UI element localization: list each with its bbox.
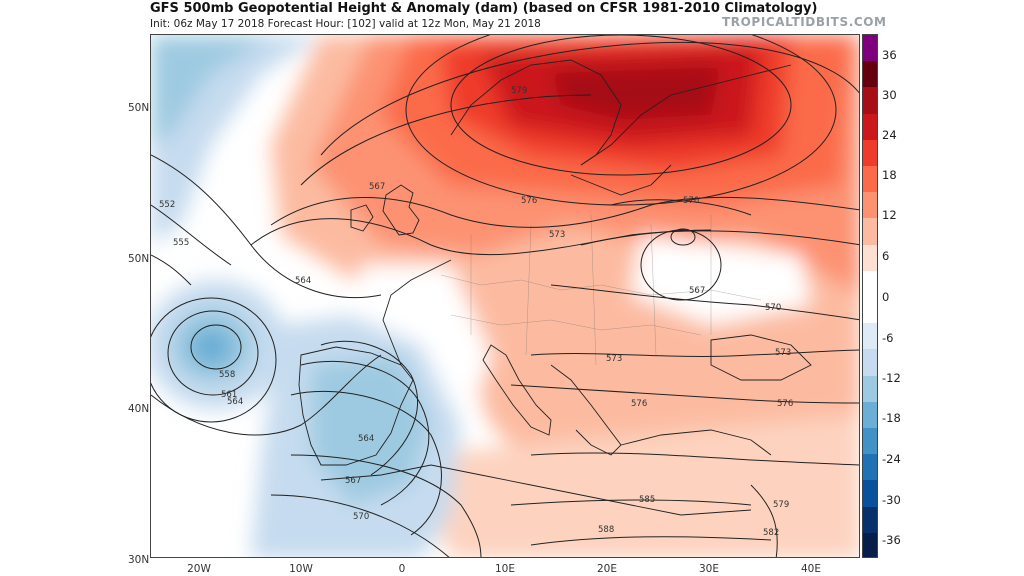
colorbar-segment (863, 61, 877, 88)
colorbar-segment (863, 218, 877, 246)
colorbar-segment (863, 323, 877, 350)
colorbar-tick-label: 18 (882, 168, 897, 182)
lon-label: 40E (801, 563, 821, 575)
colorbar-segment (863, 532, 877, 557)
colorbar-segment (863, 506, 877, 534)
contour-label: 570 (683, 196, 699, 206)
header: GFS 500mb Geopotential Height & Anomaly … (150, 0, 870, 34)
contour-label: 558 (219, 370, 235, 380)
lat-label: 30N (128, 554, 150, 566)
coastlines (298, 59, 812, 516)
contour-label: 570 (353, 512, 369, 522)
contour-label: 564 (295, 276, 311, 286)
forecast-subtitle: Init: 06z May 17 2018 Forecast Hour: [10… (150, 18, 541, 30)
lon-label: 30E (699, 563, 719, 575)
colorbar-segment (863, 270, 877, 298)
contour-label: 564 (227, 397, 243, 407)
lon-label: 10W (289, 563, 313, 575)
colorbar-tick-label: 6 (882, 249, 890, 263)
colorbar-tick-label: -6 (882, 331, 894, 345)
contour-label: 573 (549, 230, 565, 240)
colorbar-tick-label: 12 (882, 208, 897, 222)
contour-label: 567 (345, 476, 361, 486)
colorbar-segment (863, 244, 877, 272)
colorbar-tick-label: 24 (882, 128, 897, 142)
contour-label: 564 (358, 434, 374, 444)
colorbar-segment (863, 139, 877, 167)
map-panel[interactable]: 579 576 570 567 552 555 564 573 567 570 573 558 561 5… (150, 34, 860, 558)
contour-label: 576 (521, 196, 537, 206)
colorbar-tick-label: -24 (882, 452, 901, 466)
colorbar-segment (863, 87, 877, 115)
contour-label: 567 (689, 286, 705, 296)
contour-label: 573 (775, 348, 791, 358)
contour-label: 570 (765, 303, 781, 313)
colorbar-tick-label: -18 (882, 411, 901, 425)
colorbar-segment (863, 166, 877, 193)
colorbar-segment (863, 297, 877, 324)
lon-label: 0 (398, 563, 406, 575)
colorbar-segment (863, 192, 877, 219)
contour-label: 552 (159, 200, 175, 210)
colorbar-segment (863, 35, 877, 62)
colorbar-tick-label: -12 (882, 371, 901, 385)
contour-label: 576 (631, 399, 647, 409)
contour-label: 555 (173, 238, 189, 248)
contour-label: 585 (639, 495, 655, 505)
contour-label: 561 (221, 390, 237, 400)
contour-label: 579 (511, 86, 527, 96)
contour-label: 582 (763, 528, 779, 538)
lat-label: 50N (128, 102, 150, 114)
colorbar (862, 34, 878, 558)
colorbar-segment (863, 480, 877, 508)
colorbar-segment (863, 375, 877, 403)
height-contours (151, 35, 859, 557)
colorbar-segment (863, 113, 877, 141)
colorbar-segment (863, 349, 877, 377)
lat-label: 40N (128, 403, 150, 415)
colorbar-segment (863, 454, 877, 481)
contour-label: 579 (773, 500, 789, 510)
brand-watermark: TROPICALTIDBITS.COM (722, 15, 887, 29)
lon-label: 20E (597, 563, 617, 575)
contour-label: 576 (777, 399, 793, 409)
lon-label: 10E (495, 563, 515, 575)
contour-label: 567 (369, 182, 385, 192)
colorbar-tick-label: -30 (882, 493, 901, 507)
colorbar-tick-label: 0 (882, 290, 890, 304)
lon-label: 20W (187, 563, 211, 575)
colorbar-tick-label: 30 (882, 88, 897, 102)
lat-label: 50N (128, 253, 150, 265)
contour-label: 573 (606, 354, 622, 364)
colorbar-tick-label: 36 (882, 48, 897, 62)
map-title: GFS 500mb Geopotential Height & Anomaly … (150, 1, 818, 16)
colorbar-segment (863, 428, 877, 455)
colorbar-tick-label: -36 (882, 533, 901, 547)
contour-label: 588 (598, 525, 614, 535)
colorbar-segment (863, 401, 877, 429)
